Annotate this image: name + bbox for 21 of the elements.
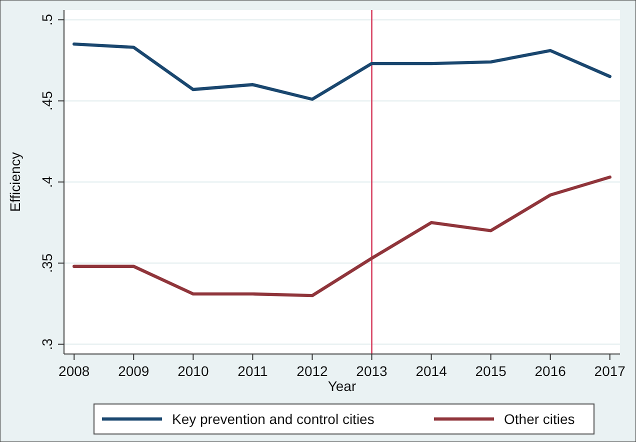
x-tick-label: 2011 (238, 363, 268, 379)
x-tick-label: 2015 (475, 363, 507, 379)
x-tick-label: 2013 (356, 363, 388, 379)
y-tick-label: .4 (39, 176, 55, 188)
legend-label: Key prevention and control cities (172, 411, 374, 427)
x-tick-label: 2014 (416, 363, 448, 379)
x-tick-label: 2010 (178, 363, 209, 379)
x-tick-label: 2016 (534, 363, 566, 379)
line-series (72, 42, 612, 101)
x-tick-label: 2009 (118, 363, 150, 379)
y-tick-label: .35 (39, 253, 55, 273)
x-tick-label: 2017 (594, 363, 626, 379)
y-tick-label: .3 (39, 338, 55, 350)
line-series (72, 176, 612, 298)
x-tick-label: 2012 (296, 363, 328, 379)
y-tick-label: .5 (39, 14, 55, 26)
x-tick-label: 2008 (58, 363, 90, 379)
y-tick-label: .45 (39, 90, 55, 111)
x-axis-title: Year (328, 378, 356, 394)
y-axis-title: Efficiency (7, 152, 23, 212)
legend-label: Other cities (504, 411, 575, 427)
